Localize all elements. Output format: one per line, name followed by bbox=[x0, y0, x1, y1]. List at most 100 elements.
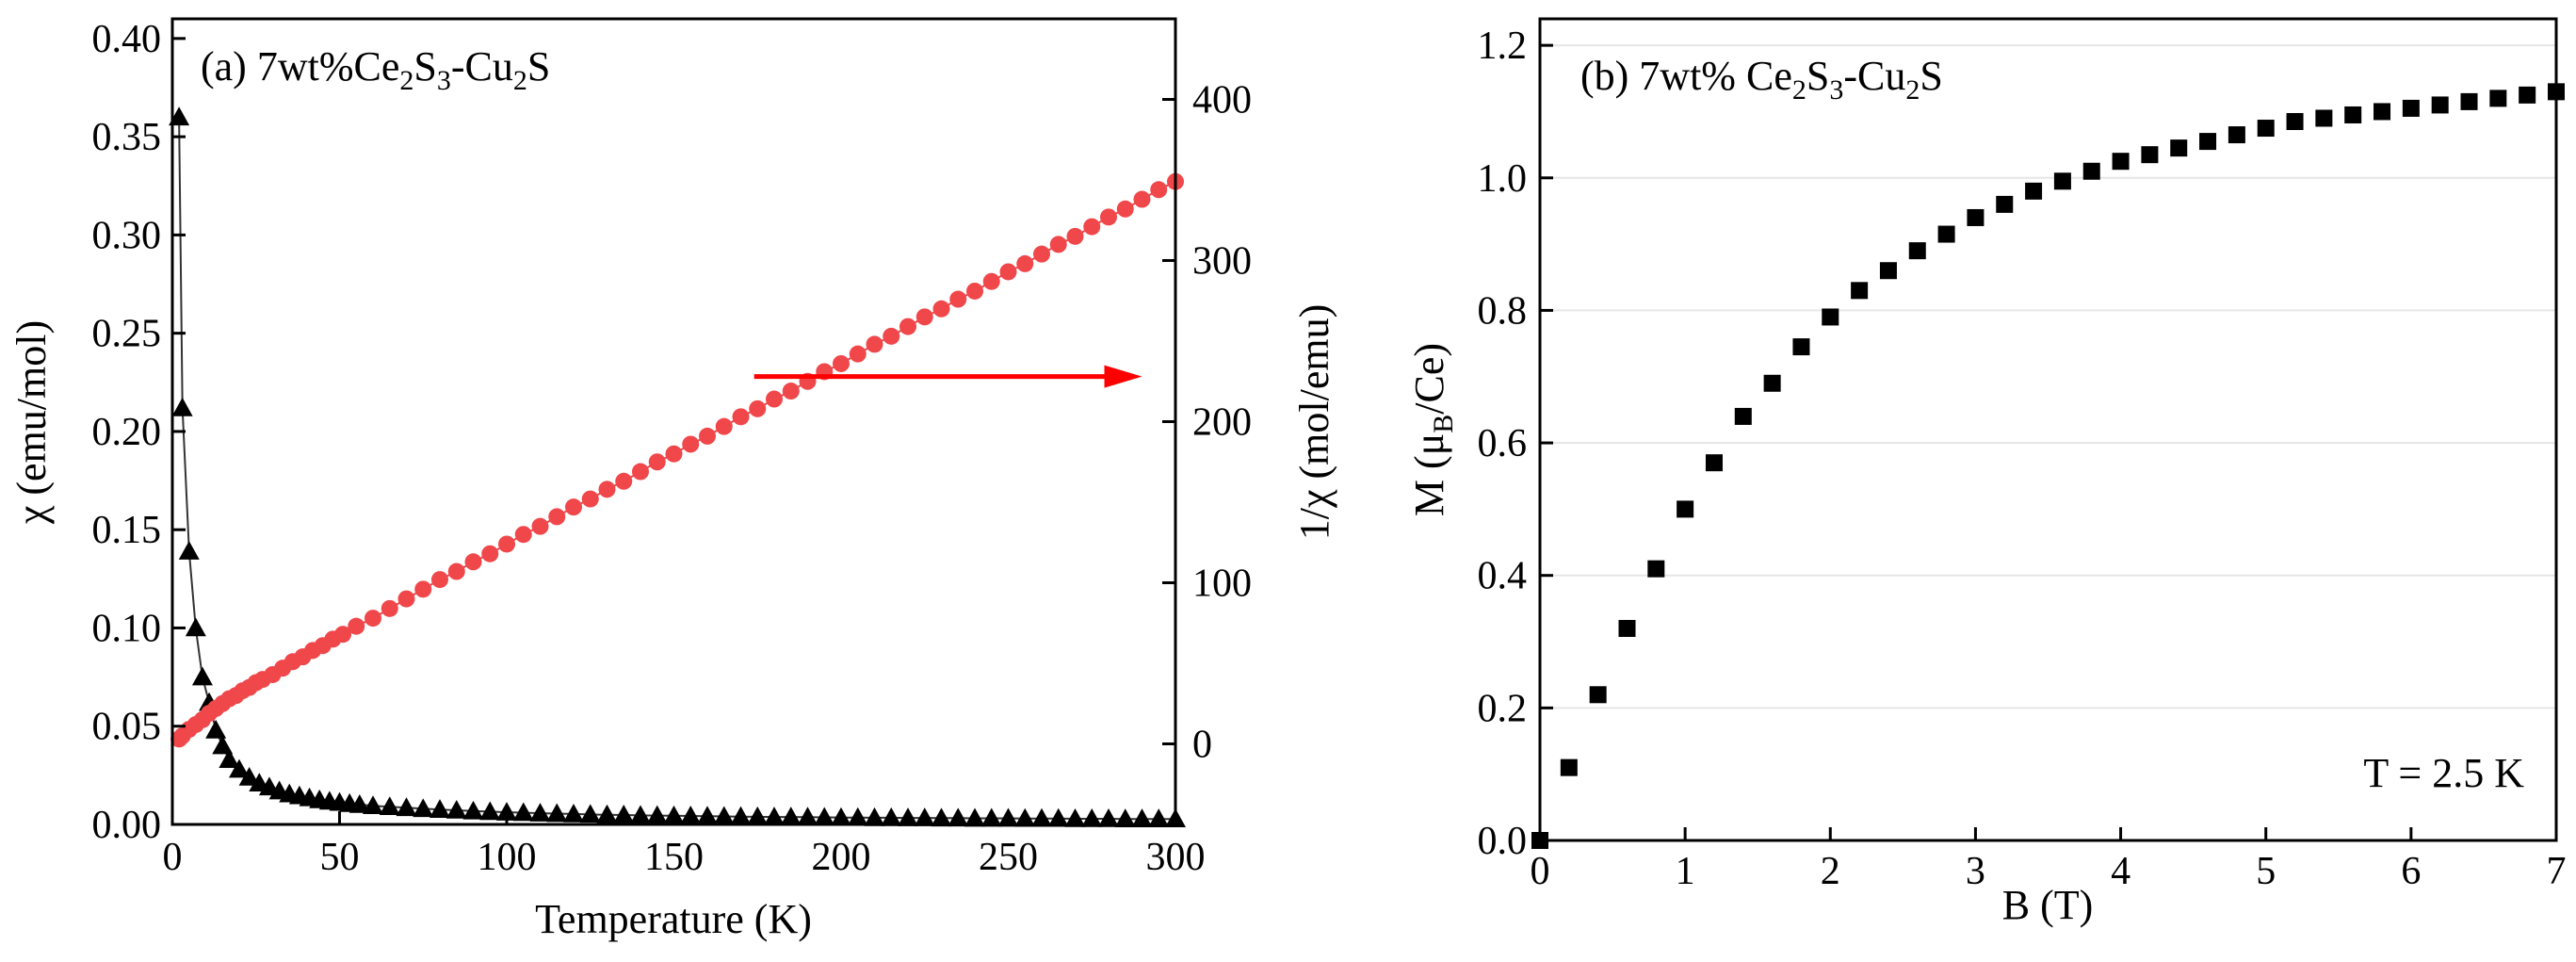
panel-b-x-axis-label: B (T) bbox=[2002, 882, 2094, 928]
y-tick-label: 0.6 bbox=[1478, 422, 1528, 465]
magnetization-data-point bbox=[1647, 560, 1665, 578]
inverse-chi-data-point bbox=[982, 272, 1000, 290]
x-tick-label: 50 bbox=[320, 836, 360, 879]
panel-b-gridlines bbox=[1540, 44, 2556, 841]
magnetization-data-point bbox=[1908, 242, 1926, 260]
magnetization-data-point bbox=[1705, 454, 1723, 472]
chi-data-point bbox=[396, 797, 417, 817]
magnetization-data-point bbox=[2519, 86, 2536, 104]
label-text: -Cu bbox=[451, 43, 513, 90]
inverse-chi-data-point bbox=[732, 408, 750, 426]
chi-data-point bbox=[713, 806, 735, 825]
magnetization-data-point bbox=[1763, 374, 1781, 392]
label-text: /Ce) bbox=[1406, 343, 1452, 415]
chi-data-point bbox=[697, 806, 718, 825]
chi-data-point bbox=[546, 803, 568, 823]
inverse-chi-data-point bbox=[665, 445, 683, 463]
y-tick-label: 0.4 bbox=[1478, 555, 1528, 598]
magnetization-data-point bbox=[2228, 126, 2245, 144]
right-y-tick-label: 300 bbox=[1192, 240, 1252, 284]
inverse-chi-data-point bbox=[849, 345, 867, 363]
inverse-chi-data-point bbox=[414, 580, 432, 598]
magnetization-data-point bbox=[1879, 262, 1897, 280]
chi-data-point bbox=[563, 803, 584, 823]
magnetization-data-point bbox=[2460, 92, 2478, 110]
subscript-text: 2 bbox=[1792, 74, 1806, 106]
label-text: S bbox=[1806, 53, 1829, 99]
chi-data-point bbox=[479, 801, 501, 821]
inverse-chi-data-point bbox=[548, 508, 566, 526]
chi-data-point bbox=[205, 719, 227, 739]
left-y-tick-label: 0.10 bbox=[92, 607, 162, 650]
right-y-tick-label: 100 bbox=[1192, 563, 1252, 606]
inverse-chi-data-point bbox=[381, 599, 398, 617]
inverse-chi-data-point bbox=[866, 335, 883, 353]
chi-data-point bbox=[185, 617, 206, 637]
chi-data-point bbox=[348, 793, 370, 813]
chi-data-point bbox=[980, 807, 1002, 827]
panel-a-x-axis-label: Temperature (K) bbox=[535, 896, 812, 942]
magnetization-data-point bbox=[2082, 162, 2100, 180]
panel-a-ticks: 0 50 100 150 200 250 300 0.00 0.05 0.10 0.15 0.20 0.… bbox=[92, 18, 1253, 879]
panel-b-series bbox=[1531, 83, 2565, 849]
panel-b-ticks: 0 1 2 3 4 5 6 70.00.20.40.60.81.01.2 bbox=[1478, 24, 2567, 893]
inverse-chi-data-point bbox=[1133, 190, 1151, 208]
chi-data-point bbox=[1114, 808, 1136, 827]
chi-data-point bbox=[229, 758, 250, 778]
magnetization-data-point bbox=[1967, 208, 1985, 226]
magnetization-data-point bbox=[2257, 120, 2275, 138]
subscript-text: 3 bbox=[437, 65, 451, 96]
x-tick-label: 150 bbox=[644, 836, 704, 879]
inverse-chi-data-point bbox=[581, 490, 599, 508]
y-tick-label: 0.2 bbox=[1478, 687, 1528, 730]
magnetization-data-point bbox=[2489, 90, 2507, 107]
inverse-chi-data-point bbox=[1083, 218, 1101, 236]
chi-data-point bbox=[363, 795, 383, 814]
chi-data-point bbox=[764, 807, 785, 825]
inverse-chi-data-point bbox=[1100, 208, 1117, 226]
left-y-tick-label: 0.00 bbox=[92, 804, 162, 847]
inverse-chi-data-point bbox=[1116, 200, 1134, 218]
inverse-chi-data-point bbox=[766, 390, 783, 408]
chi-data-point bbox=[191, 666, 213, 686]
inverse-chi-data-point bbox=[749, 399, 767, 417]
y-tick-label: 0.0 bbox=[1478, 820, 1528, 863]
label-text: S bbox=[1920, 53, 1942, 99]
chi-data-point bbox=[814, 807, 835, 826]
inverse-chi-data-point bbox=[632, 463, 649, 481]
inverse-chi-data-point bbox=[348, 617, 365, 635]
label-text: (b) 7wt% bbox=[1580, 53, 1746, 99]
inverse-chi-data-point bbox=[915, 308, 933, 326]
magnetization-data-point bbox=[2141, 146, 2159, 164]
inverse-chi-data-point bbox=[699, 427, 716, 445]
panel-b-temperature-note: T = 2.5 K bbox=[2363, 750, 2524, 796]
x-tick-label: 2 bbox=[1821, 850, 1840, 893]
chi-data-point bbox=[169, 106, 190, 126]
y-tick-label: 0.8 bbox=[1478, 289, 1528, 333]
chi-data-point bbox=[529, 803, 551, 822]
label-text: S bbox=[527, 43, 550, 90]
inverse-chi-data-point bbox=[598, 481, 616, 498]
subscript-text: 2 bbox=[1905, 74, 1920, 106]
chi-data-point bbox=[238, 766, 260, 786]
magnetization-data-point bbox=[2344, 106, 2362, 123]
magnetization-data-point bbox=[1792, 338, 1810, 356]
chi-data-point bbox=[646, 805, 668, 824]
right-y-tick-label: 200 bbox=[1192, 401, 1252, 445]
chi-data-point bbox=[613, 804, 635, 823]
chi-data-point bbox=[1148, 808, 1170, 827]
chi-data-point bbox=[1098, 807, 1119, 827]
subscript-text: B bbox=[1428, 415, 1459, 433]
panel-a-frame bbox=[170, 17, 1177, 826]
x-tick-label: 300 bbox=[1146, 836, 1206, 879]
chi-data-point bbox=[178, 541, 200, 560]
chi-data-point bbox=[630, 805, 651, 824]
inverse-chi-data-point bbox=[966, 282, 983, 300]
x-tick-label: 5 bbox=[2256, 850, 2276, 893]
chi-data-point bbox=[212, 735, 234, 755]
magnetization-data-point bbox=[1822, 308, 1839, 326]
label-text: -Cu bbox=[1843, 53, 1905, 99]
inverse-chi-data-point bbox=[615, 472, 633, 490]
label-text: S bbox=[413, 43, 436, 90]
